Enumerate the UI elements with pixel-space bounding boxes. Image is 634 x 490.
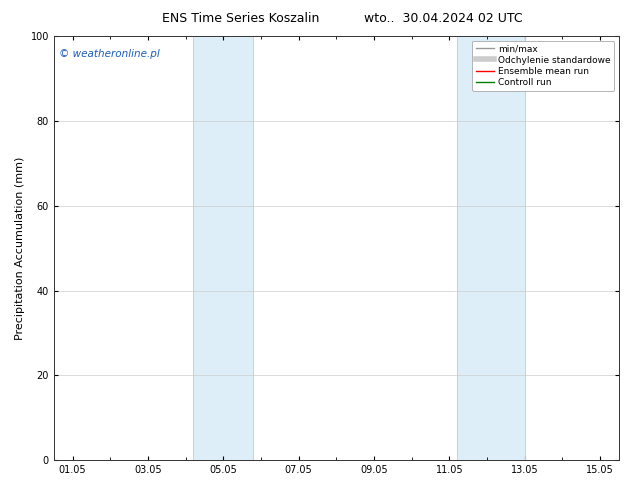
Text: wto..  30.04.2024 02 UTC: wto.. 30.04.2024 02 UTC	[365, 12, 523, 25]
Bar	[457, 36, 525, 460]
Y-axis label: Precipitation Accumulation (mm): Precipitation Accumulation (mm)	[15, 156, 25, 340]
Text: © weatheronline.pl: © weatheronline.pl	[60, 49, 160, 59]
Text: ENS Time Series Koszalin: ENS Time Series Koszalin	[162, 12, 320, 25]
Bar	[193, 36, 254, 460]
Legend: min/max, Odchylenie standardowe, Ensemble mean run, Controll run: min/max, Odchylenie standardowe, Ensembl…	[472, 41, 614, 91]
